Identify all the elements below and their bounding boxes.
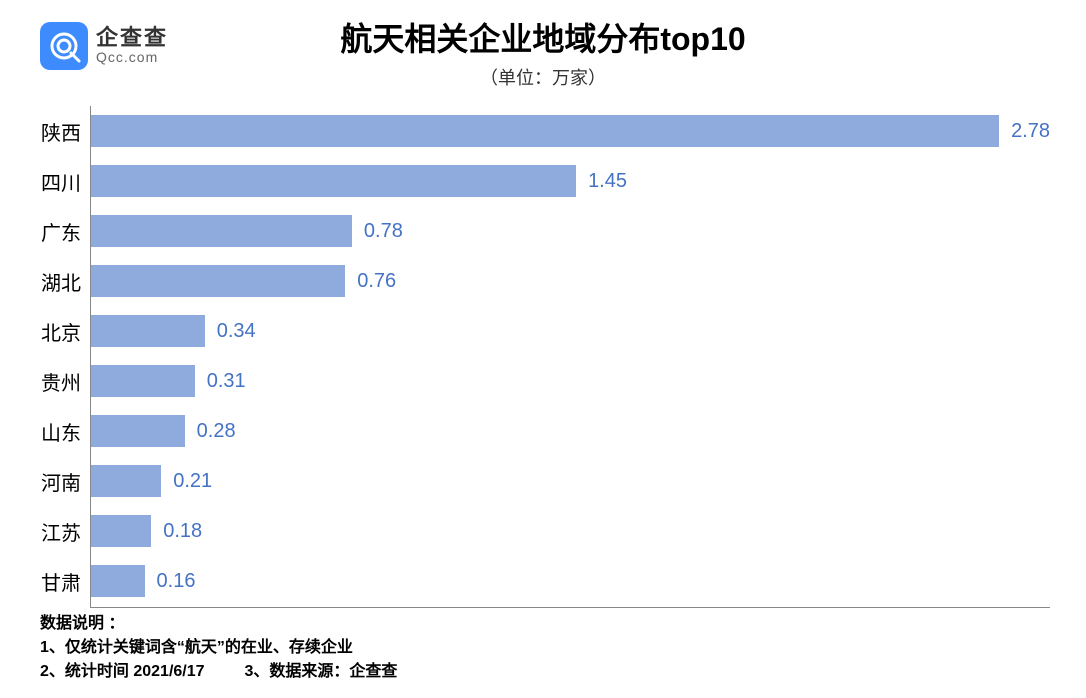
footer-line1: 1、仅统计关键词含“航天”的在业、存续企业 <box>40 636 397 660</box>
bar-value: 0.76 <box>357 270 396 293</box>
bar-value: 0.21 <box>173 470 212 493</box>
bar <box>91 115 999 147</box>
bar <box>91 465 161 497</box>
bar-row: 四川1.45 <box>91 156 1050 206</box>
logo-text: 企查查 Qcc.com <box>96 26 168 66</box>
category-label: 甘肃 <box>41 567 81 596</box>
bar-row: 陕西2.78 <box>91 106 1050 156</box>
footer-heading: 数据说明 ： <box>40 612 397 636</box>
bar-value: 0.18 <box>163 520 202 543</box>
bar <box>91 415 185 447</box>
bar-row: 贵州0.31 <box>91 356 1050 406</box>
bar-value: 2.78 <box>1011 120 1050 143</box>
bar <box>91 365 195 397</box>
footer-line2b: 3、数据来源：企查查 <box>245 660 398 684</box>
bar-row: 广东0.78 <box>91 206 1050 256</box>
category-label: 湖北 <box>41 267 81 296</box>
category-label: 陕西 <box>41 117 81 146</box>
category-label: 四川 <box>41 167 81 196</box>
bar-row: 河南0.21 <box>91 456 1050 506</box>
logo-en: Qcc.com <box>96 50 168 65</box>
logo-cn: 企查查 <box>96 26 168 50</box>
bar-row: 江苏0.18 <box>91 506 1050 556</box>
bar <box>91 565 145 597</box>
logo-icon <box>40 22 88 70</box>
category-label: 河南 <box>41 467 81 496</box>
bar-value: 0.28 <box>197 420 236 443</box>
bar <box>91 515 151 547</box>
bar-row: 北京0.34 <box>91 306 1050 356</box>
footer-notes: 数据说明 ： 1、仅统计关键词含“航天”的在业、存续企业 2、统计时间 2021… <box>40 612 397 684</box>
bar-value: 0.78 <box>364 220 403 243</box>
bar <box>91 165 576 197</box>
bar <box>91 265 345 297</box>
bar-value: 0.31 <box>207 370 246 393</box>
bar-value: 0.16 <box>157 570 196 593</box>
category-label: 江苏 <box>41 517 81 546</box>
bar <box>91 315 205 347</box>
category-label: 山东 <box>41 417 81 446</box>
bar <box>91 215 352 247</box>
bar-row: 湖北0.76 <box>91 256 1050 306</box>
bar-row: 甘肃0.16 <box>91 556 1050 606</box>
bar-chart: 陕西2.78四川1.45广东0.78湖北0.76北京0.34贵州0.31山东0.… <box>90 106 1050 608</box>
bar-value: 1.45 <box>588 170 627 193</box>
category-label: 贵州 <box>41 367 81 396</box>
bar-value: 0.34 <box>217 320 256 343</box>
bar-row: 山东0.28 <box>91 406 1050 456</box>
category-label: 北京 <box>41 317 81 346</box>
brand-logo: 企查查 Qcc.com <box>40 22 168 70</box>
category-label: 广东 <box>41 217 81 246</box>
footer-line2a: 2、统计时间 2021/6/17 <box>40 660 205 684</box>
